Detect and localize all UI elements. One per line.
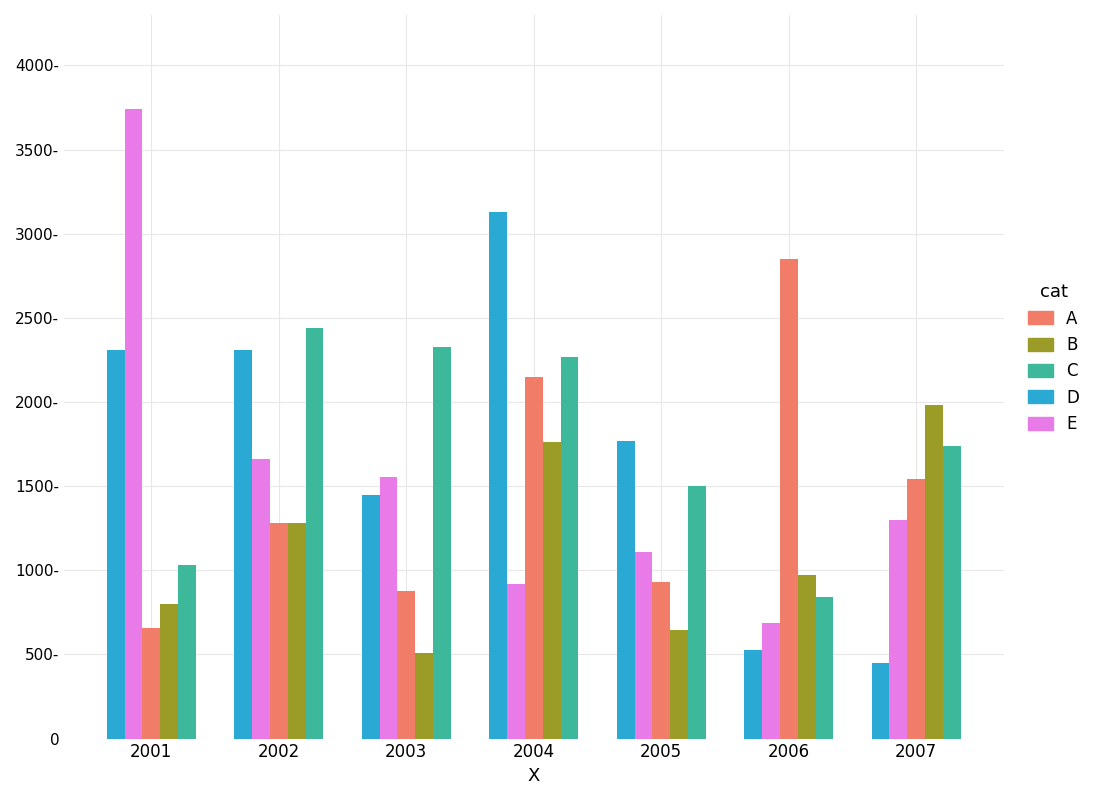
Bar — [306, 328, 323, 738]
Bar — [798, 575, 815, 738]
Bar — [561, 357, 579, 738]
Bar — [507, 584, 525, 738]
Bar — [397, 590, 415, 738]
Bar — [689, 486, 706, 738]
Bar — [925, 405, 943, 738]
Bar — [161, 604, 178, 738]
Bar — [745, 650, 762, 738]
Bar — [124, 110, 142, 738]
Bar — [617, 441, 635, 738]
X-axis label: X: X — [528, 767, 540, 785]
Legend: A, B, C, D, E: A, B, C, D, E — [1021, 277, 1086, 439]
Bar — [780, 259, 798, 738]
Bar — [525, 377, 542, 738]
Bar — [890, 520, 908, 738]
Bar — [652, 582, 670, 738]
Bar — [762, 623, 780, 738]
Bar — [635, 552, 652, 738]
Bar — [288, 523, 306, 738]
Bar — [415, 653, 433, 738]
Bar — [234, 350, 252, 738]
Bar — [433, 346, 451, 738]
Bar — [490, 212, 507, 738]
Bar — [943, 446, 961, 738]
Bar — [270, 523, 288, 738]
Bar — [542, 442, 561, 738]
Bar — [908, 479, 925, 738]
Bar — [107, 350, 124, 738]
Bar — [379, 477, 397, 738]
Bar — [178, 566, 196, 738]
Bar — [362, 494, 380, 738]
Bar — [871, 663, 890, 738]
Bar — [670, 630, 689, 738]
Bar — [142, 627, 161, 738]
Bar — [252, 459, 270, 738]
Bar — [815, 598, 834, 738]
